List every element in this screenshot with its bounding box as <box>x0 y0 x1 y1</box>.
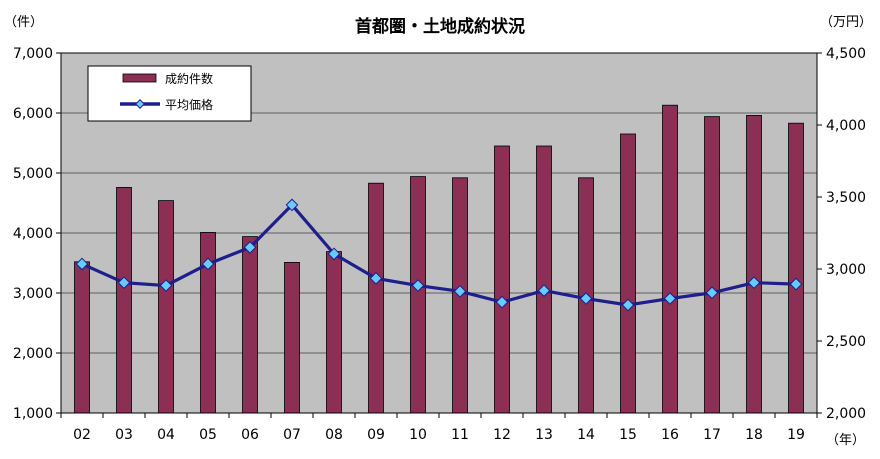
bar <box>620 133 636 414</box>
right-tick-label: 3,500 <box>826 190 866 206</box>
x-tick-label: 05 <box>199 427 217 443</box>
bar <box>326 251 342 414</box>
line-series <box>75 198 803 312</box>
bar <box>368 182 384 414</box>
right-tick-label: 3,000 <box>826 262 866 278</box>
left-tick-label: 2,000 <box>13 346 53 362</box>
line-point <box>621 298 635 312</box>
bar <box>662 104 678 414</box>
line-point <box>285 198 299 212</box>
axes: 1,000 2,000 3,000 4,000 5,000 6,000 7,000 2,000… <box>13 46 866 443</box>
legend-box <box>87 65 252 122</box>
x-tick-label: 12 <box>493 427 511 443</box>
right-tick-label: 2,000 <box>826 406 866 422</box>
bar <box>158 200 174 414</box>
line-point <box>327 247 341 261</box>
legend-line-marker <box>135 99 145 109</box>
right-axis-unit: （万円） <box>820 15 872 30</box>
x-tick-label: 15 <box>619 427 637 443</box>
legend: 成約件数 平均価格 <box>87 65 252 122</box>
bar <box>410 176 426 414</box>
bar <box>494 145 510 414</box>
line-point <box>243 241 257 254</box>
line-point <box>411 279 425 292</box>
line-point <box>453 284 467 298</box>
bar <box>536 145 552 414</box>
bar <box>746 115 762 414</box>
line-point <box>117 276 131 290</box>
left-axis-unit: （件） <box>4 15 43 30</box>
left-tick-label: 3,000 <box>13 286 53 302</box>
bar <box>704 116 720 414</box>
bar <box>116 186 132 414</box>
line-point <box>579 292 593 305</box>
x-tick-label: 03 <box>115 427 133 443</box>
x-tick-label: 10 <box>409 427 427 443</box>
line-point <box>495 295 509 309</box>
x-tick-label: 19 <box>787 427 805 443</box>
x-tick-label: 06 <box>241 427 259 443</box>
x-tick-label: 14 <box>577 427 595 443</box>
line-point <box>75 257 89 271</box>
x-tick-label: 04 <box>157 427 175 443</box>
line-point <box>663 292 677 305</box>
right-tick-label: 4,000 <box>826 118 866 134</box>
x-tick-label: 16 <box>661 427 679 443</box>
bar <box>788 122 804 414</box>
left-tick-label: 4,000 <box>13 226 53 242</box>
left-tick-label: 7,000 <box>13 46 53 62</box>
left-tick-label: 1,000 <box>13 406 53 422</box>
x-tick-label: 08 <box>325 427 343 443</box>
x-tick-label: 11 <box>451 427 469 443</box>
x-axis-unit: （年） <box>826 433 865 448</box>
line-point <box>201 257 215 271</box>
x-tick-label: 13 <box>535 427 553 443</box>
legend-bar-swatch <box>122 73 157 83</box>
line-point <box>789 277 803 291</box>
bar <box>242 236 258 414</box>
line-point <box>537 284 551 297</box>
right-tick-label: 2,500 <box>826 334 866 350</box>
bar <box>74 261 90 414</box>
x-tick-label: 18 <box>745 427 763 443</box>
left-tick-label: 5,000 <box>13 166 53 182</box>
line-point <box>747 276 761 290</box>
x-tick-label: 07 <box>283 427 301 443</box>
line-point <box>159 279 173 292</box>
x-tick-label: 02 <box>73 427 91 443</box>
chart-title: 首都圏・土地成約状況 <box>355 16 525 37</box>
right-tick-label: 4,500 <box>826 46 866 62</box>
legend-label-line: 平均価格 <box>165 97 213 112</box>
line-point <box>369 271 383 285</box>
bar <box>284 261 300 414</box>
price-line <box>81 203 797 307</box>
legend-label-bar: 成約件数 <box>165 71 213 86</box>
line-point <box>705 286 719 300</box>
x-tick-label: 17 <box>703 427 721 443</box>
left-tick-label: 6,000 <box>13 106 53 122</box>
x-tick-label: 09 <box>367 427 385 443</box>
